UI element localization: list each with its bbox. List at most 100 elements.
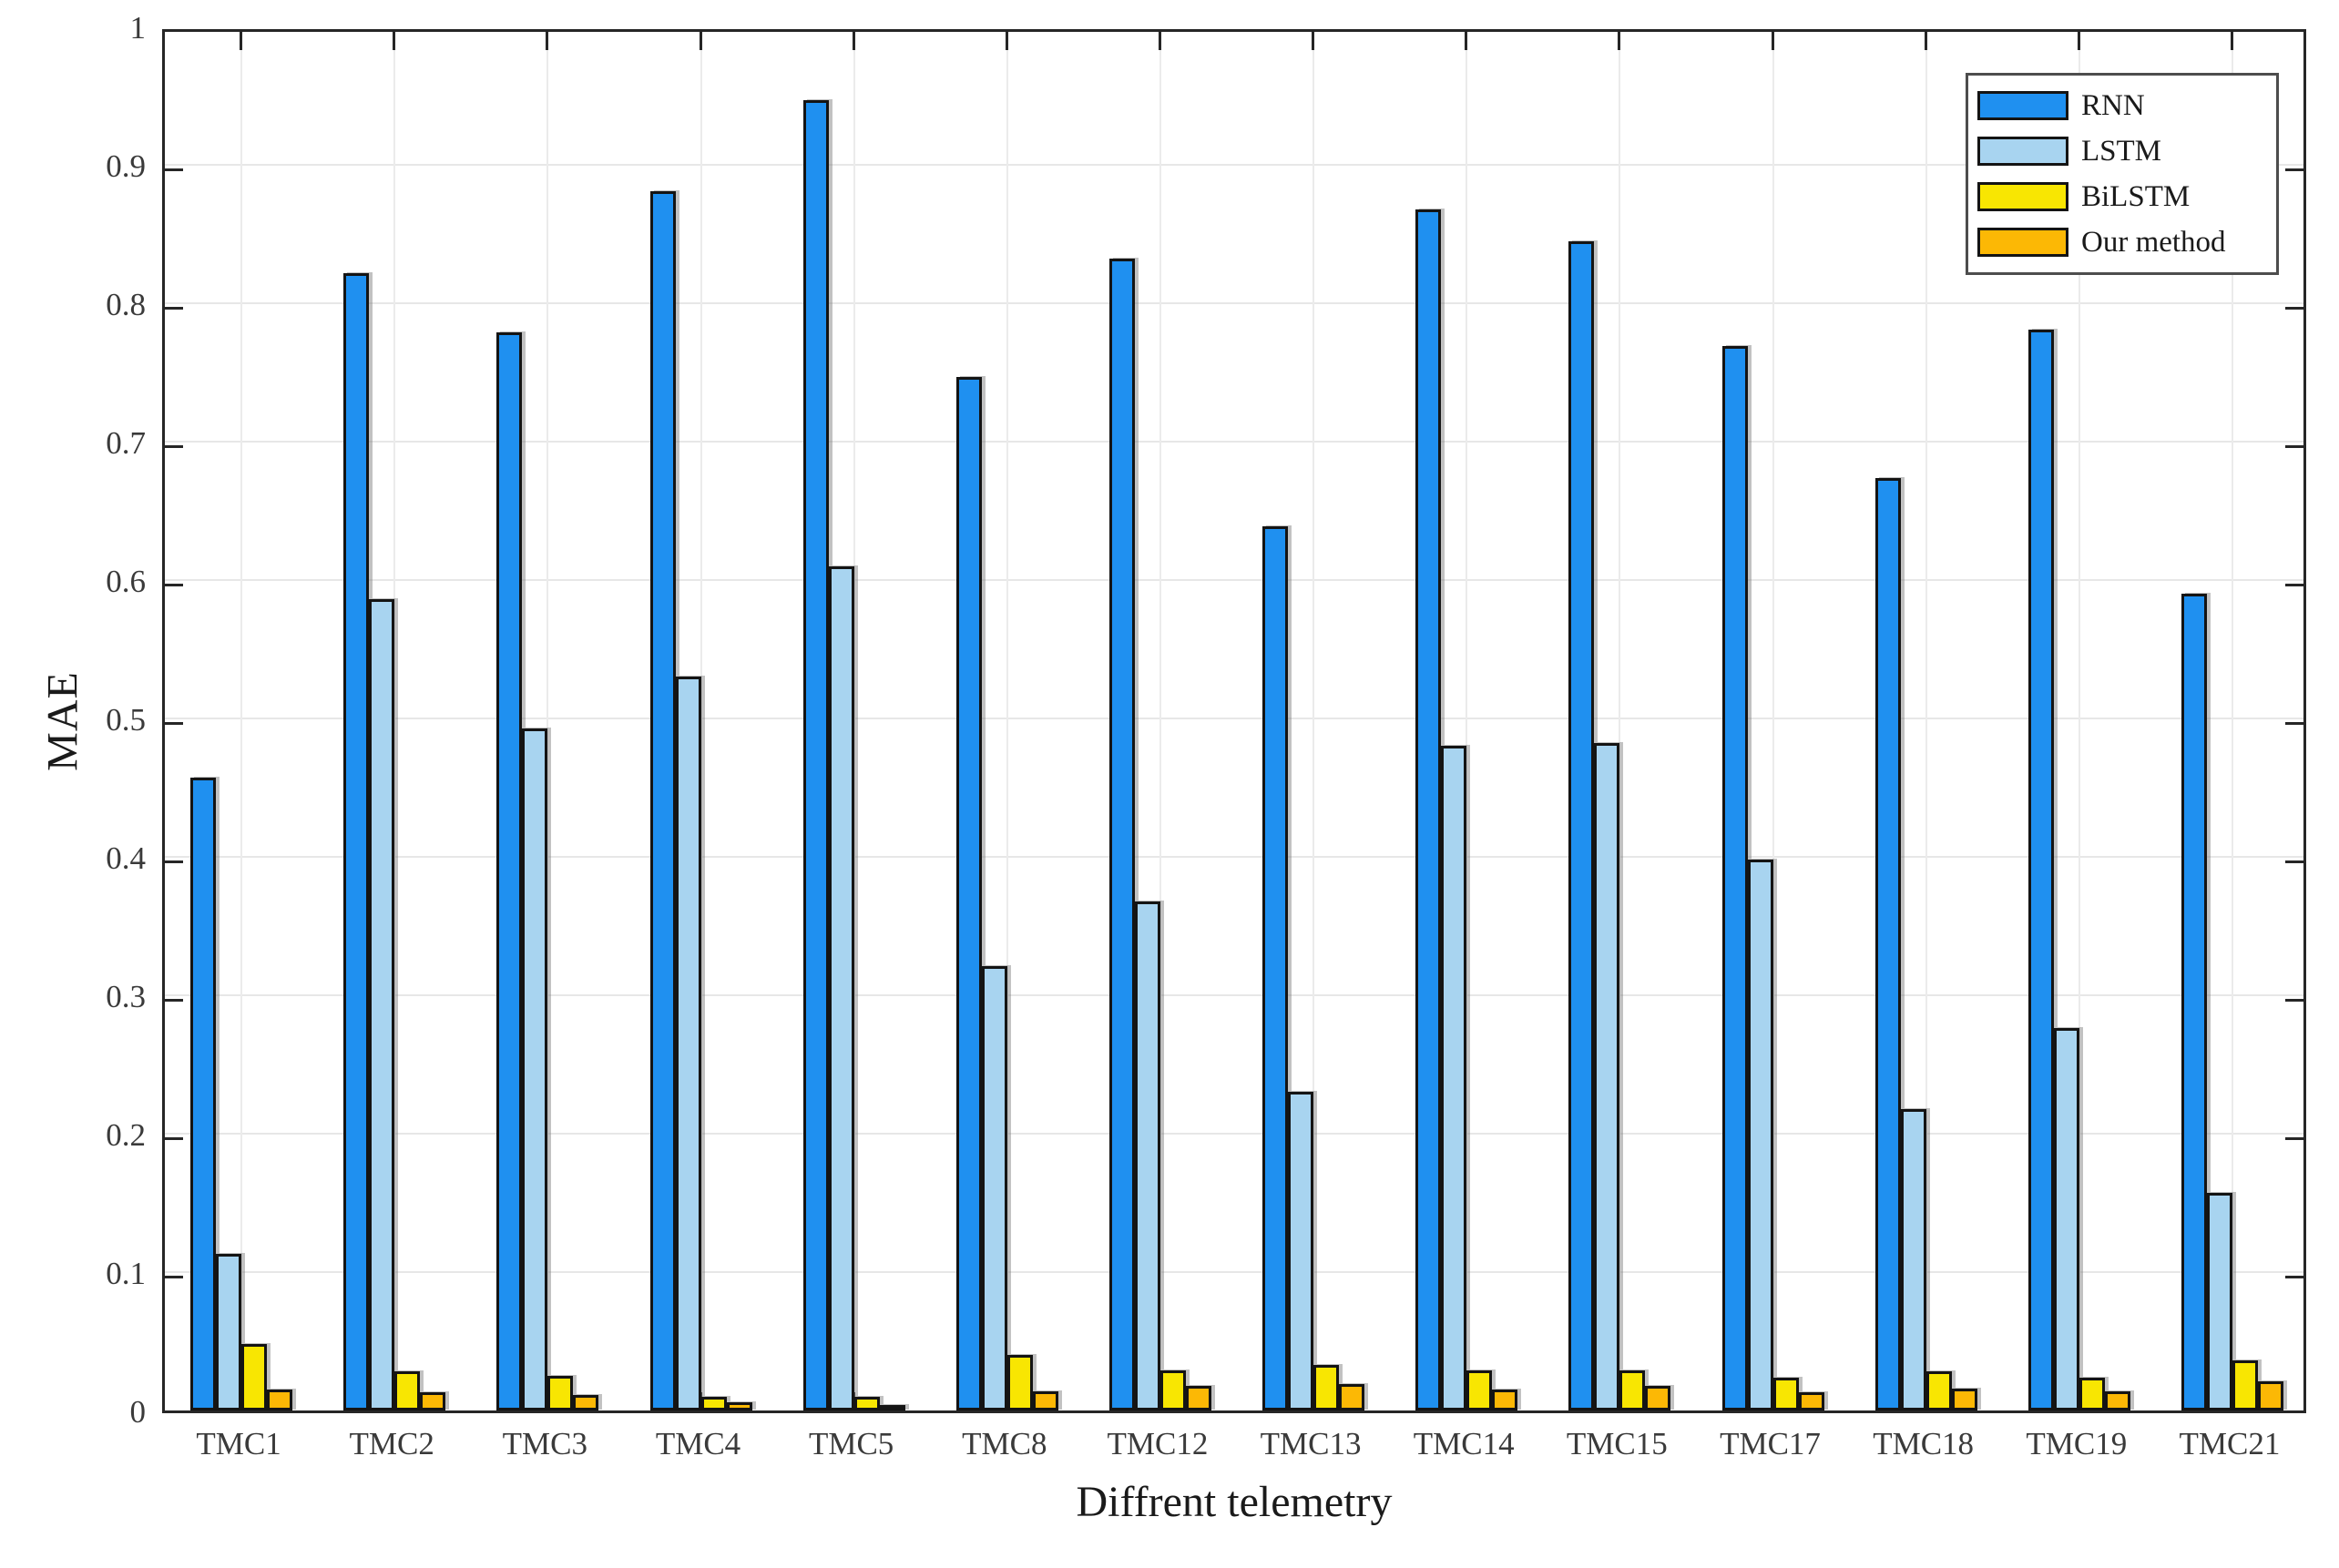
bar-Our-method-TMC17 bbox=[1799, 1392, 1824, 1410]
v-gridline bbox=[1312, 32, 1315, 1410]
x-axis-label: Diffrent telemetry bbox=[1076, 1478, 1393, 1526]
y-tick-label: 0.1 bbox=[106, 1256, 146, 1291]
x-tick-mark-top bbox=[1312, 32, 1315, 50]
y-tick-mark-left bbox=[165, 168, 183, 171]
y-tick-mark-right bbox=[2285, 168, 2303, 171]
legend-label: RNN bbox=[2081, 88, 2145, 122]
v-gridline bbox=[1466, 32, 1468, 1410]
y-tick-label: 0.9 bbox=[106, 148, 146, 184]
bar-LSTM-TMC18 bbox=[1901, 1109, 1926, 1410]
bar-LSTM-TMC8 bbox=[982, 966, 1007, 1410]
v-gridline bbox=[1925, 32, 1927, 1410]
bar-Our-method-TMC14 bbox=[1492, 1390, 1517, 1410]
legend-swatch-BiLSTM bbox=[1977, 182, 2068, 211]
v-gridline bbox=[240, 32, 243, 1410]
x-tick-label: TMC4 bbox=[655, 1426, 741, 1461]
bar-BiLSTM-TMC13 bbox=[1313, 1365, 1339, 1410]
bar-BiLSTM-TMC15 bbox=[1619, 1370, 1645, 1410]
bar-Our-method-TMC3 bbox=[573, 1395, 598, 1410]
y-tick-mark-right bbox=[2285, 307, 2303, 310]
y-tick-mark-right bbox=[2285, 722, 2303, 725]
v-gridline bbox=[2231, 32, 2233, 1410]
x-tick-mark-top bbox=[1771, 32, 1774, 50]
x-tick-mark-top bbox=[852, 32, 855, 50]
bar-RNN-TMC13 bbox=[1262, 526, 1288, 1410]
bar-LSTM-TMC3 bbox=[522, 728, 547, 1410]
legend: RNN LSTM BiLSTM Our method bbox=[1966, 73, 2279, 275]
y-tick-mark-left bbox=[165, 860, 183, 863]
legend-entry: RNN bbox=[1977, 83, 2267, 128]
x-tick-mark-top bbox=[2230, 32, 2233, 50]
bar-LSTM-TMC15 bbox=[1594, 743, 1619, 1410]
bar-LSTM-TMC12 bbox=[1135, 901, 1160, 1410]
legend-swatch-LSTM bbox=[1977, 137, 2068, 166]
bar-BiLSTM-TMC5 bbox=[854, 1397, 880, 1410]
v-gridline bbox=[546, 32, 549, 1410]
y-tick-mark-left bbox=[165, 584, 183, 586]
bar-LSTM-TMC2 bbox=[369, 599, 394, 1410]
bar-LSTM-TMC13 bbox=[1288, 1092, 1313, 1410]
bar-RNN-TMC17 bbox=[1722, 346, 1748, 1410]
h-gridline bbox=[165, 302, 2303, 304]
v-gridline bbox=[1159, 32, 1161, 1410]
bar-BiLSTM-TMC8 bbox=[1007, 1355, 1033, 1410]
bar-RNN-TMC2 bbox=[343, 273, 369, 1410]
legend-swatch-RNN bbox=[1977, 91, 2068, 120]
bar-RNN-TMC1 bbox=[190, 778, 216, 1410]
y-tick-mark-left bbox=[165, 1276, 183, 1278]
bar-Our-method-TMC8 bbox=[1033, 1391, 1058, 1410]
x-tick-label: TMC15 bbox=[1566, 1426, 1668, 1461]
y-tick-label: 0.3 bbox=[106, 979, 146, 1014]
h-gridline bbox=[165, 164, 2303, 166]
bar-BiLSTM-TMC2 bbox=[394, 1371, 420, 1410]
x-tick-mark-top bbox=[546, 32, 549, 50]
x-tick-label: TMC17 bbox=[1720, 1426, 1821, 1461]
y-tick-mark-right bbox=[2285, 999, 2303, 1002]
x-tick-mark-top bbox=[1618, 32, 1621, 50]
h-gridline bbox=[165, 994, 2303, 996]
x-tick-mark-top bbox=[2077, 32, 2080, 50]
bar-Our-method-TMC2 bbox=[420, 1392, 445, 1410]
bar-Our-method-TMC18 bbox=[1952, 1389, 1977, 1410]
bar-LSTM-TMC21 bbox=[2207, 1193, 2232, 1410]
bar-BiLSTM-TMC1 bbox=[241, 1344, 267, 1410]
x-tick-label: TMC18 bbox=[1873, 1426, 1975, 1461]
h-gridline bbox=[165, 856, 2303, 858]
bar-BiLSTM-TMC17 bbox=[1773, 1378, 1799, 1410]
y-tick-label: 0.2 bbox=[106, 1117, 146, 1153]
x-tick-mark-top bbox=[240, 32, 243, 50]
y-tick-mark-right bbox=[2285, 1276, 2303, 1278]
bar-BiLSTM-TMC19 bbox=[2079, 1378, 2105, 1410]
x-tick-label: TMC12 bbox=[1107, 1426, 1209, 1461]
bar-LSTM-TMC5 bbox=[829, 566, 854, 1410]
y-tick-mark-left bbox=[165, 445, 183, 448]
y-tick-mark-right bbox=[2285, 1137, 2303, 1140]
bar-BiLSTM-TMC21 bbox=[2232, 1360, 2258, 1410]
bar-RNN-TMC12 bbox=[1109, 259, 1135, 1410]
legend-entry: LSTM bbox=[1977, 128, 2267, 174]
bar-RNN-TMC14 bbox=[1415, 209, 1441, 1410]
y-tick-mark-left bbox=[165, 999, 183, 1002]
v-gridline bbox=[1619, 32, 1621, 1410]
legend-label: LSTM bbox=[2081, 134, 2162, 168]
x-tick-label: TMC13 bbox=[1260, 1426, 1362, 1461]
x-tick-label: TMC21 bbox=[2179, 1426, 2281, 1461]
bar-RNN-TMC5 bbox=[803, 100, 829, 1410]
bar-BiLSTM-TMC18 bbox=[1926, 1371, 1952, 1410]
bar-BiLSTM-TMC12 bbox=[1160, 1370, 1186, 1410]
bar-Our-method-TMC5 bbox=[880, 1405, 905, 1410]
y-tick-label: 1 bbox=[129, 10, 147, 46]
v-gridline bbox=[1006, 32, 1008, 1410]
y-tick-mark-right bbox=[2285, 584, 2303, 586]
x-tick-mark-top bbox=[1005, 32, 1008, 50]
bar-RNN-TMC18 bbox=[1875, 478, 1901, 1410]
x-tick-label: TMC2 bbox=[349, 1426, 434, 1461]
bar-Our-method-TMC15 bbox=[1645, 1386, 1670, 1410]
x-tick-label: TMC8 bbox=[962, 1426, 1047, 1461]
x-tick-mark-top bbox=[393, 32, 396, 50]
bar-RNN-TMC21 bbox=[2181, 594, 2207, 1410]
legend-entry: BiLSTM bbox=[1977, 174, 2267, 219]
y-tick-label: 0 bbox=[129, 1394, 147, 1430]
bar-LSTM-TMC4 bbox=[676, 677, 701, 1410]
